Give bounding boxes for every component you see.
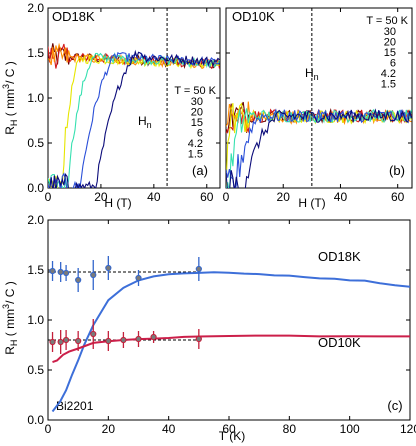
a-y-tick-label: 0.5 bbox=[27, 136, 44, 150]
panel-a-y-label: RH ( mm3/ C ) bbox=[1, 61, 19, 135]
b-legend-entry: 6 bbox=[390, 58, 396, 70]
b-legend-entry: 15 bbox=[384, 47, 396, 59]
c-od18k-point bbox=[49, 267, 56, 275]
c-od10k-curve bbox=[52, 334, 410, 364]
c-x-tick-label: 120 bbox=[400, 422, 416, 436]
c-od10k-point bbox=[135, 335, 142, 343]
a-series-T20 bbox=[48, 42, 220, 70]
panel-a-legend-title: T = 50 K bbox=[174, 85, 216, 97]
a-frame bbox=[47, 7, 221, 189]
panel-a-x-label: H (T) bbox=[104, 196, 131, 210]
c-y-tick-label: 0.0 bbox=[27, 413, 44, 427]
c-y-tick-label: 2.0 bbox=[27, 213, 44, 227]
c-y-tick-label: 1.0 bbox=[27, 313, 44, 327]
c-od18k-point bbox=[63, 269, 70, 277]
a-legend-entry: 4.2 bbox=[188, 138, 203, 150]
b-legend-entry: 1.5 bbox=[381, 79, 396, 91]
b-x-tick-label: 60 bbox=[391, 190, 405, 204]
c-od18k-point bbox=[105, 264, 112, 272]
a-x-tick-label: 20 bbox=[94, 190, 108, 204]
b-x-tick-label: 40 bbox=[334, 190, 348, 204]
a-x-tick-label: 40 bbox=[147, 190, 161, 204]
c-od10k-point bbox=[120, 336, 127, 344]
c-x-tick-label: 0 bbox=[45, 422, 52, 436]
c-x-tick-label: 40 bbox=[162, 422, 176, 436]
panel-c-y-label: RH ( mm3/ C ) bbox=[1, 281, 19, 355]
a-y-tick-label: 0.0 bbox=[27, 181, 44, 195]
c-od10k-point bbox=[90, 330, 97, 338]
panel-b-sample-label: OD10K bbox=[232, 9, 275, 24]
panel-c: RH ( mm3/ C ) T (K) Bi2201 (c) OD18K OD1… bbox=[1, 213, 416, 443]
b-series-group bbox=[226, 101, 412, 188]
c-x-tick-label: 80 bbox=[283, 422, 297, 436]
c-frame bbox=[47, 219, 411, 421]
b-x-tick-label: 20 bbox=[277, 190, 291, 204]
a-y-tick-label: 1.5 bbox=[27, 46, 44, 60]
b-series-T1_5 bbox=[226, 108, 412, 188]
a-legend-entry: 6 bbox=[197, 128, 203, 140]
panel-b-hn-label: Hn bbox=[305, 66, 319, 82]
b-frame bbox=[225, 7, 413, 189]
panel-b: H (T) OD10K (b) Hn T = 50 K 30201564.21.… bbox=[223, 7, 413, 210]
panel-a-hn-label: Hn bbox=[138, 114, 152, 130]
panel-c-od18k-label: OD18K bbox=[318, 249, 361, 264]
c-od18k-point bbox=[57, 268, 64, 276]
panel-a: RH ( mm3/ C ) H (T) OD18K (a) Hn T = 50 … bbox=[1, 1, 221, 210]
a-legend-entry: 15 bbox=[191, 117, 203, 129]
c-od18k-point bbox=[135, 274, 142, 282]
c-od10k-point bbox=[63, 336, 70, 344]
c-od10k-point bbox=[150, 333, 157, 341]
panel-c-compound-label: Bi2201 bbox=[56, 399, 94, 413]
c-x-tick-label: 20 bbox=[102, 422, 116, 436]
a-legend-entry: 20 bbox=[191, 107, 203, 119]
b-legend-entry: 30 bbox=[384, 26, 396, 38]
panel-c-od10k-label: OD10K bbox=[318, 335, 361, 350]
b-x-tick-label: 0 bbox=[223, 190, 230, 204]
c-y-tick-label: 0.5 bbox=[27, 363, 44, 377]
c-od10k-point bbox=[49, 338, 56, 346]
c-od10k-point bbox=[105, 337, 112, 345]
a-legend-entry: 1.5 bbox=[188, 149, 203, 161]
c-od18k-point bbox=[195, 265, 202, 273]
c-x-tick-label: 100 bbox=[340, 422, 360, 436]
c-y-tick-label: 1.5 bbox=[27, 263, 44, 277]
c-od10k-point bbox=[75, 337, 82, 345]
b-legend-entry: 20 bbox=[384, 37, 396, 49]
c-od10k-point bbox=[195, 335, 202, 343]
a-y-tick-label: 2.0 bbox=[27, 1, 44, 15]
panel-b-legend-title: T = 50 K bbox=[366, 15, 408, 27]
panel-a-tag: (a) bbox=[192, 163, 208, 178]
c-od18k-point bbox=[90, 271, 97, 279]
a-series-T1_5 bbox=[48, 49, 220, 188]
a-x-tick-label: 0 bbox=[45, 190, 52, 204]
a-x-tick-label: 60 bbox=[200, 190, 214, 204]
b-series-T4_2 bbox=[226, 108, 412, 188]
panel-a-sample-label: OD18K bbox=[52, 9, 95, 24]
a-legend-entry: 30 bbox=[191, 96, 203, 108]
panel-b-x-label: H (T) bbox=[298, 196, 325, 210]
c-od18k-point bbox=[75, 276, 82, 284]
c-od10k-point bbox=[57, 338, 64, 346]
panel-b-tag: (b) bbox=[389, 163, 405, 178]
b-legend-entry: 4.2 bbox=[381, 68, 396, 80]
a-y-tick-label: 1.0 bbox=[27, 91, 44, 105]
c-x-tick-label: 60 bbox=[222, 422, 236, 436]
panel-c-tag: (c) bbox=[387, 398, 402, 413]
a-series-group bbox=[48, 42, 220, 188]
panel-c-x-label: T (K) bbox=[219, 429, 245, 443]
